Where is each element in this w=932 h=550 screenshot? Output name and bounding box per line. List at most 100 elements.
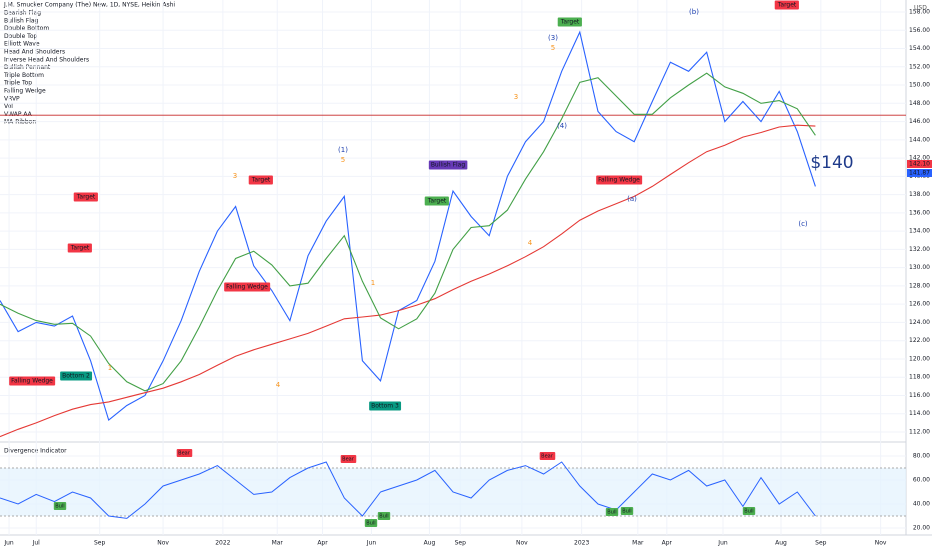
y-tick-label: 112.00 [909, 429, 930, 436]
indicator-name: Triple Bottom [3, 72, 44, 79]
annotation-box [557, 17, 582, 27]
y-tick-label: 134.00 [909, 228, 930, 235]
oscillator-title: Divergence Indicator [4, 448, 67, 455]
divergence-box [364, 519, 378, 527]
price-tag [907, 169, 932, 177]
annotation: Target [70, 245, 90, 252]
y-tick-label: 122.00 [909, 337, 930, 344]
x-tick-label: Sep [455, 540, 467, 547]
x-tick-label: Jun [717, 540, 728, 547]
divergence-box [340, 455, 357, 463]
annotation-box [224, 282, 271, 292]
divergence-box [539, 452, 556, 460]
price-tag-label: 142.10 [909, 161, 930, 168]
divergence-box [620, 507, 634, 515]
indicator-name: Bearish Flag [4, 10, 41, 17]
divergence-box [377, 512, 391, 520]
y-tick-label: 116.00 [909, 392, 930, 399]
y-tick-label: 126.00 [909, 301, 930, 308]
x-tick-label: 2023 [574, 540, 589, 547]
y-tick-label: 138.00 [909, 191, 930, 198]
y-tick-label: 60.00 [913, 477, 930, 484]
x-tick-label: Nov [516, 540, 528, 547]
x-tick-label: Sep [94, 540, 106, 547]
divergence-label: Bull [744, 509, 753, 515]
indicator-name: MA Ribbon [4, 119, 36, 126]
annotation: 3 [514, 93, 518, 101]
divergence-label: Bull [55, 504, 64, 510]
x-tick-label: Apr [317, 540, 328, 547]
y-tick-label: 118.00 [909, 374, 930, 381]
divergence-box [605, 508, 619, 516]
indicator-name: Bullish Pennant [4, 64, 51, 71]
y-tick-label: 132.00 [909, 246, 930, 253]
y-tick-label: 146.00 [909, 118, 930, 125]
x-tick-label: Nov [157, 540, 169, 547]
x-tick-label: Mar [272, 540, 284, 547]
divergence-label: Bull [366, 521, 375, 527]
y-tick-label: 124.00 [909, 319, 930, 326]
indicator-name: Elliott Wave [4, 41, 40, 48]
y-tick-label: 154.00 [909, 45, 930, 52]
divergence-label: Bear [178, 451, 191, 457]
annotation-box [369, 401, 402, 411]
y-tick-label: 136.00 [909, 209, 930, 216]
annotation-box [248, 175, 273, 185]
annotation: Target [76, 194, 96, 201]
annotation-box [424, 196, 449, 206]
y-tick-label: 142.00 [909, 155, 930, 162]
currency: USD [914, 5, 927, 12]
annotation: Target [427, 198, 447, 205]
x-tick-label: Jun [366, 540, 377, 547]
indicator-name: Triple Top [3, 80, 32, 87]
annotation-box [73, 192, 98, 202]
annotation-box [774, 0, 799, 10]
y-tick-label: 130.00 [909, 264, 930, 271]
divergence-label: Bear [342, 457, 355, 463]
x-tick-label: Nov [875, 540, 887, 547]
annotation-box [9, 376, 56, 386]
annotation: (c) [798, 220, 808, 228]
annotation: 5 [551, 44, 555, 52]
annotation: Target [560, 19, 580, 26]
annotation: Bullish Flag [431, 162, 466, 169]
annotation: Falling Wedge [598, 177, 640, 184]
annotation: (1) [338, 146, 348, 154]
annotation: $140 [810, 153, 853, 173]
price-tag-label: 141.87 [909, 170, 930, 177]
annotation: Falling Wedge [11, 378, 53, 385]
divergence-box [742, 507, 756, 515]
annotation-box [428, 160, 468, 170]
annotation: Target [251, 177, 271, 184]
annotation: 4 [528, 239, 533, 247]
x-tick-label: Apr [662, 540, 673, 547]
indicator-name: Inverse Head And Shoulders [4, 56, 89, 63]
annotation: (3) [548, 34, 558, 42]
divergence-box [53, 502, 67, 510]
oscillator-line [0, 461, 816, 519]
x-tick-label: Jun [3, 540, 14, 547]
indicator-name: VWAP AA [4, 111, 33, 118]
price-tag [907, 160, 932, 168]
y-tick-label: 152.00 [909, 63, 930, 70]
y-tick-label: 120.00 [909, 355, 930, 362]
annotation: (4) [557, 122, 567, 130]
annotation-box [67, 243, 92, 253]
y-tick-label: 158.00 [909, 9, 930, 16]
y-tick-label: 114.00 [909, 410, 930, 417]
annotation-box [596, 175, 643, 185]
annotation: Falling Wedge [226, 284, 268, 291]
chart-title: J.M. Smucker Company (The) New, 1D, NYSE… [3, 2, 175, 9]
divergence-label: Bear [541, 454, 554, 460]
price-line [0, 124, 816, 438]
annotation-box [60, 371, 93, 381]
annotation: 5 [341, 156, 345, 164]
annotation: Bottom 2 [62, 373, 90, 380]
y-tick-label: 80.00 [913, 453, 930, 460]
annotation: Bottom 3 [371, 403, 399, 410]
x-tick-label: Aug [775, 540, 787, 547]
annotation: 1 [371, 279, 375, 287]
indicator-name: Double Bottom [4, 25, 49, 32]
indicator-name: Bullish Flag [4, 17, 39, 24]
price-line [0, 72, 816, 392]
